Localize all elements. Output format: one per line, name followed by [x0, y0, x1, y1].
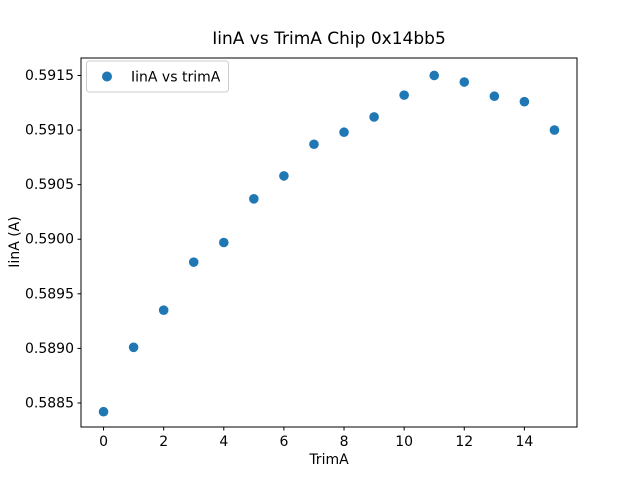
data-point	[98, 406, 109, 417]
x-tick-label: 12	[455, 434, 473, 450]
data-point	[429, 70, 440, 81]
y-axis-ticks: 0.5885 0.5890 0.5895 0.5900 0.5905 0.5910 0.59…	[25, 68, 81, 411]
y-tick-label: 0.5910	[25, 123, 74, 139]
x-tick-label: 2	[159, 434, 168, 450]
x-tick-label: 6	[279, 434, 288, 450]
legend-entry-label: IinA vs trimA	[131, 70, 221, 86]
data-point	[549, 125, 560, 135]
data-point	[249, 194, 259, 204]
data-point	[489, 91, 500, 102]
x-tick-label: 0	[99, 434, 108, 450]
x-tick-label: 8	[340, 434, 349, 450]
scatter-points	[98, 70, 560, 417]
data-point	[399, 90, 409, 100]
y-tick-label: 0.5900	[25, 232, 74, 248]
data-point	[128, 342, 139, 353]
data-point	[369, 112, 379, 122]
x-axis-ticks: 0 2 4 6 8 10 12 14	[99, 427, 533, 450]
y-tick-label: 0.5915	[25, 68, 74, 84]
x-tick-label: 4	[219, 434, 228, 450]
data-point	[279, 171, 289, 181]
x-tick-label: 14	[515, 434, 533, 450]
data-point	[339, 127, 349, 138]
plot-area	[80, 57, 578, 428]
legend-box	[86, 60, 229, 93]
data-point	[218, 237, 229, 248]
legend-marker-icon	[102, 71, 112, 82]
y-tick-label: 0.5895	[25, 286, 74, 302]
data-point	[158, 305, 169, 315]
data-point	[309, 139, 319, 150]
data-point	[519, 96, 530, 107]
x-axis-label: TrimA	[308, 452, 349, 468]
chart-title: IinA vs TrimA Chip 0x14bb5	[212, 29, 446, 49]
y-tick-label: 0.5905	[25, 177, 74, 193]
y-tick-label: 0.5885	[25, 395, 74, 411]
data-point	[188, 257, 199, 267]
y-tick-label: 0.5890	[25, 341, 74, 357]
data-point	[459, 77, 470, 87]
y-axis-label: IinA (A)	[7, 216, 23, 267]
legend: IinA vs trimA	[86, 60, 229, 93]
x-tick-label: 10	[395, 434, 413, 450]
